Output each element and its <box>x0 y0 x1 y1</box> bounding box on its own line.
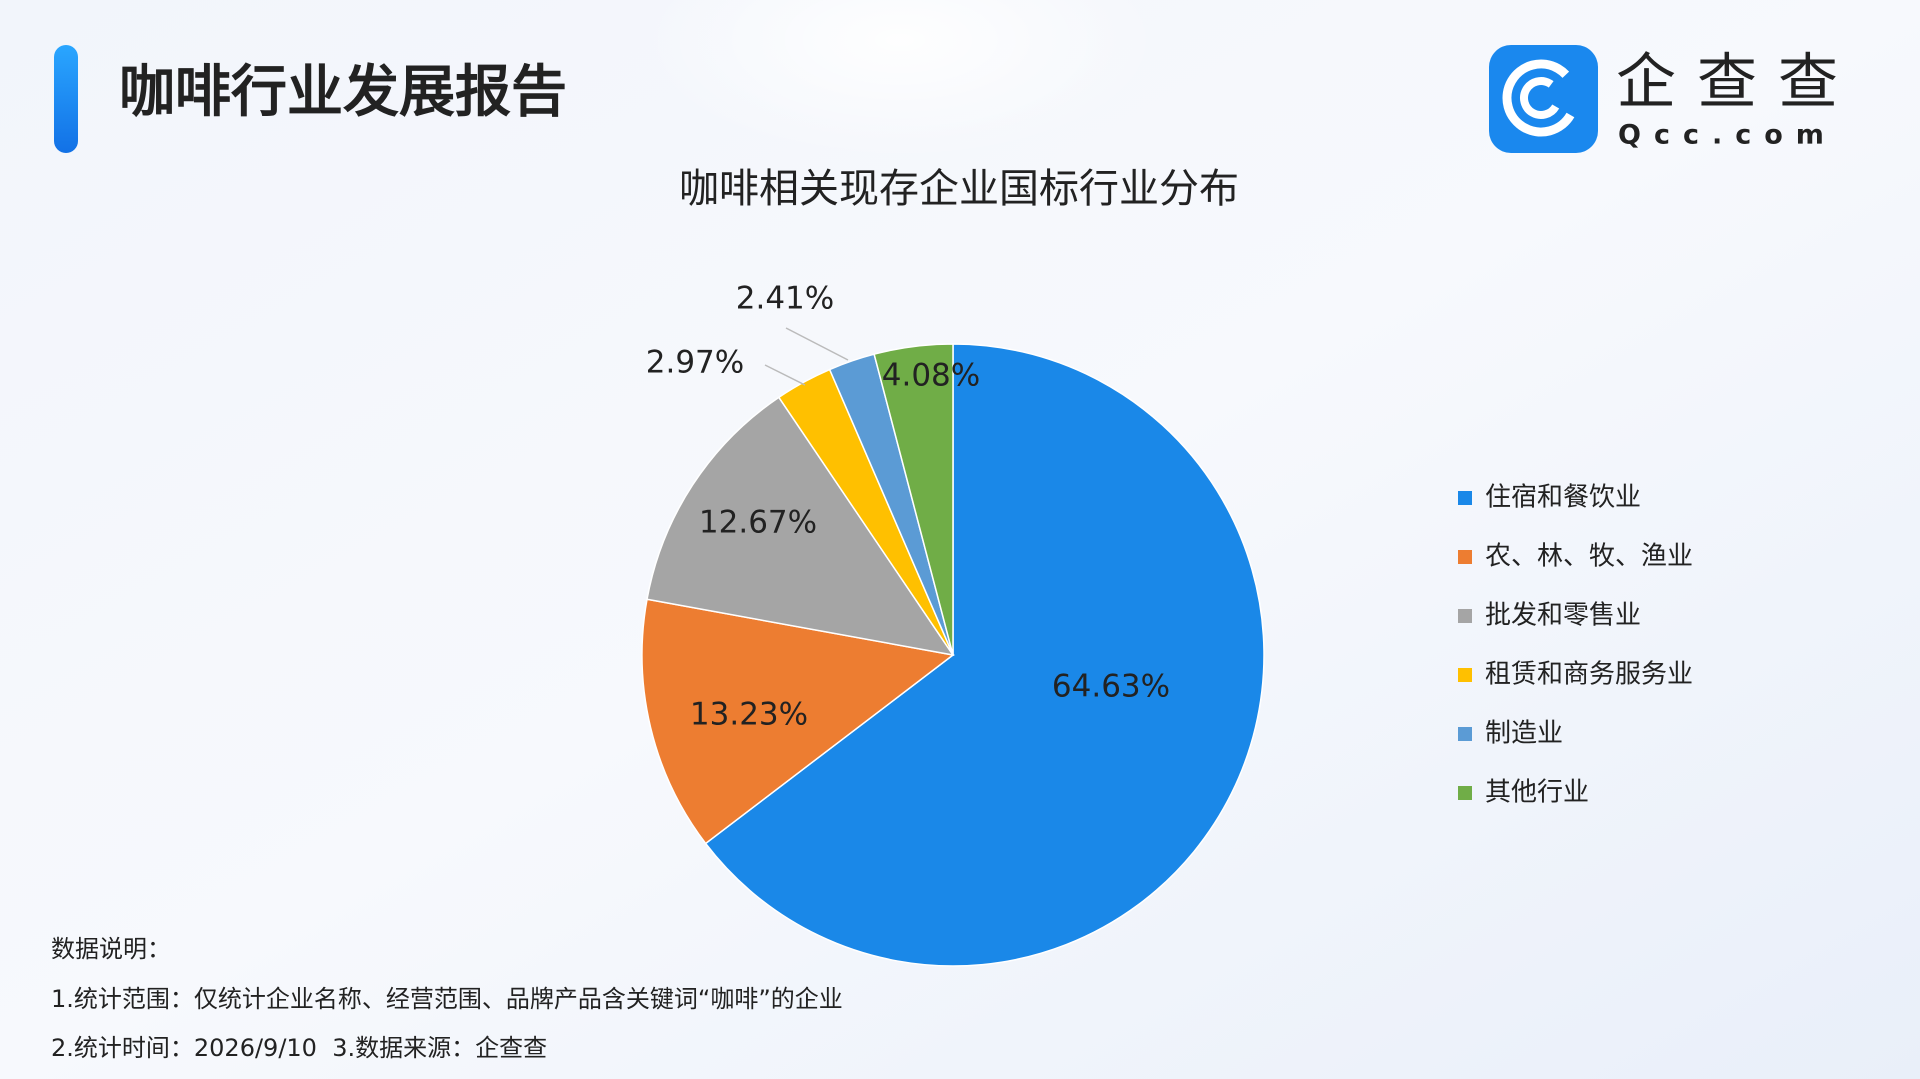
pie-slice <box>646 396 955 657</box>
legend-label: 农、林、牧、渔业 <box>1485 542 1693 572</box>
chart-title: 咖啡相关现存企业国标行业分布 <box>679 166 1239 212</box>
leader-line <box>764 364 806 386</box>
notes-line: 1.统计范围：仅统计企业名称、经营范围、品牌产品含关键词“咖啡”的企业 <box>51 985 843 1013</box>
data-label: 13.23% <box>690 697 808 733</box>
logo-icon-ring <box>1502 59 1580 137</box>
pie-slice <box>704 343 1265 967</box>
legend-swatch <box>1458 550 1472 564</box>
data-label: 64.63% <box>1052 669 1170 705</box>
legend-swatch <box>1458 786 1472 800</box>
legend-label: 其他行业 <box>1485 778 1589 808</box>
legend-swatch <box>1458 491 1472 505</box>
data-label: 12.67% <box>699 505 817 541</box>
logo: 企查查 Qcc.com <box>1489 45 1838 153</box>
logo-icon-ring <box>1520 77 1562 119</box>
pie-slice <box>873 343 954 656</box>
header-accent <box>54 45 78 153</box>
data-label: 4.08% <box>882 358 980 394</box>
legend-swatch <box>1458 727 1472 741</box>
background-glow <box>640 0 1160 160</box>
logo-text: 企查查 <box>1616 48 1838 118</box>
legend-label: 租赁和商务服务业 <box>1485 660 1693 690</box>
data-label: 2.97% <box>646 345 744 381</box>
legend-swatch <box>1458 609 1472 623</box>
pie: 64.63% 13.23% 12.67% 2.97% 2.41% 4.08% <box>641 281 1265 967</box>
pie-slice <box>641 598 955 845</box>
notes-line: 2.统计时间：2026/9/10 3.数据来源：企查查 <box>51 1034 547 1062</box>
legend-swatch <box>1458 668 1472 682</box>
data-label: 2.41% <box>736 281 834 317</box>
legend-label: 住宿和餐饮业 <box>1485 483 1641 513</box>
logo-domain: Qcc.com <box>1618 120 1837 151</box>
header-title: 咖啡行业发展报告 <box>119 60 567 125</box>
legend-label: 批发和零售业 <box>1485 601 1641 631</box>
legend-label: 制造业 <box>1485 719 1563 749</box>
leader-line <box>785 327 849 361</box>
notes-heading: 数据说明： <box>51 935 171 963</box>
